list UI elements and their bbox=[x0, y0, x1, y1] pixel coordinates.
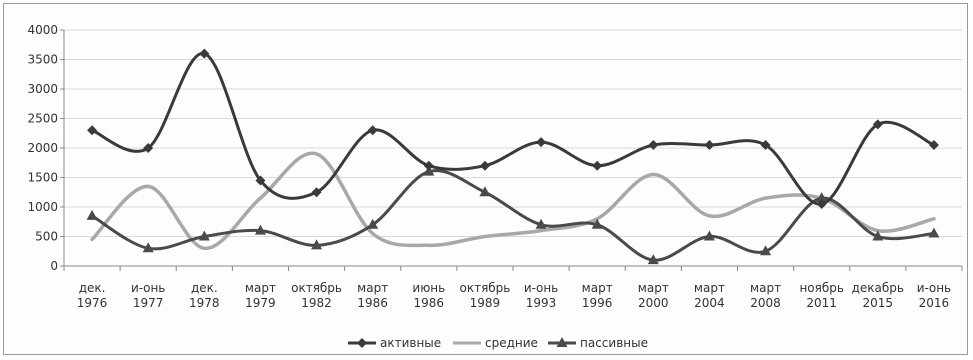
y-axis-ticks: 0 500 1000 1500 2000 2500 3000 3500 4000 bbox=[27, 23, 58, 273]
series-medium bbox=[90, 151, 936, 251]
series-passive-point bbox=[872, 230, 884, 241]
series-passive-point bbox=[479, 186, 491, 197]
series-passive-point bbox=[535, 218, 547, 229]
series-passive-point bbox=[703, 230, 715, 241]
legend: активные средние пассивные bbox=[348, 336, 648, 350]
y-tick-label: 1500 bbox=[27, 171, 58, 185]
series-passive-point bbox=[142, 242, 154, 253]
x-tick-label: ноябрь 2011 bbox=[799, 281, 844, 310]
series-active-point bbox=[87, 125, 98, 136]
series-passive-point bbox=[760, 245, 772, 256]
series-passive-point bbox=[647, 254, 659, 265]
x-axis-ticks: дек. 1976 и-онь 1977 дек. 1978 март 1979 октябрь… bbox=[77, 281, 951, 310]
series-active-point bbox=[872, 119, 883, 130]
legend-item-medium: средние bbox=[453, 336, 538, 350]
series-passive-point bbox=[86, 209, 98, 220]
y-tick-label: 3500 bbox=[27, 53, 58, 67]
series-active-point bbox=[760, 140, 771, 151]
x-tick-label: март 2004 bbox=[694, 281, 725, 310]
legend-marker bbox=[357, 338, 367, 348]
legend-item-passive: пассивные bbox=[548, 336, 648, 350]
y-tick-label: 2500 bbox=[27, 112, 58, 126]
y-tick-label: 4000 bbox=[27, 23, 58, 37]
series-medium-line bbox=[90, 151, 936, 251]
series-active-point bbox=[423, 160, 434, 171]
x-tick-label: март 1986 bbox=[357, 281, 388, 310]
series-passive-point bbox=[311, 239, 323, 250]
series-group bbox=[86, 48, 940, 265]
y-tick-label: 1000 bbox=[27, 200, 58, 214]
x-tick-label: и-онь 2016 bbox=[917, 281, 951, 310]
series-active-point bbox=[367, 125, 378, 136]
x-tick-label: декабрь 2015 bbox=[852, 281, 904, 310]
series-active-point bbox=[255, 175, 266, 186]
x-tick-label: и-онь 1977 bbox=[131, 281, 165, 310]
x-tick-label: октябрь 1989 bbox=[459, 281, 510, 310]
legend-label: активные bbox=[380, 336, 441, 350]
x-tick-label: октябрь 1982 bbox=[291, 281, 342, 310]
series-active-line bbox=[90, 52, 936, 206]
y-tick-label: 0 bbox=[50, 259, 58, 273]
series-passive-point bbox=[816, 192, 828, 203]
axes bbox=[60, 29, 963, 271]
y-tick-label: 2000 bbox=[27, 141, 58, 155]
y-tick-label: 3000 bbox=[27, 82, 58, 96]
x-tick-label: и-онь 1993 bbox=[524, 281, 558, 310]
series-active-point bbox=[816, 199, 827, 210]
series-passive-line bbox=[90, 169, 936, 262]
series-active-point bbox=[143, 143, 154, 153]
legend-marker bbox=[556, 337, 568, 347]
series-active-point bbox=[199, 48, 210, 59]
chart-frame bbox=[3, 3, 968, 355]
series-active bbox=[87, 48, 939, 210]
x-tick-label: дек. 1978 bbox=[189, 281, 220, 310]
legend-label: средние bbox=[485, 336, 538, 350]
x-tick-label: дек. 1976 bbox=[77, 281, 108, 310]
y-tick-label: 500 bbox=[35, 230, 58, 244]
series-passive bbox=[86, 165, 940, 265]
gridlines bbox=[64, 29, 962, 237]
series-active-point bbox=[536, 137, 547, 148]
legend-item-active: активные bbox=[348, 336, 441, 350]
series-active-point bbox=[311, 187, 322, 198]
x-tick-label: март 1979 bbox=[245, 281, 276, 310]
series-active-point bbox=[704, 140, 715, 151]
x-tick-label: март 1996 bbox=[582, 281, 613, 310]
series-active-point bbox=[928, 140, 939, 151]
x-tick-label: июнь 1986 bbox=[412, 281, 445, 310]
series-passive-point bbox=[254, 224, 266, 235]
series-passive-point bbox=[928, 227, 940, 238]
series-passive-point bbox=[198, 230, 210, 241]
x-tick-label: март 2008 bbox=[750, 281, 781, 310]
series-passive-point bbox=[591, 218, 603, 229]
legend-label: пассивные bbox=[580, 336, 648, 350]
series-active-point bbox=[479, 160, 490, 171]
x-tick-label: март 2000 bbox=[638, 281, 669, 310]
series-active-point bbox=[592, 160, 603, 171]
series-passive-point bbox=[367, 218, 379, 229]
series-active-point bbox=[648, 140, 659, 151]
